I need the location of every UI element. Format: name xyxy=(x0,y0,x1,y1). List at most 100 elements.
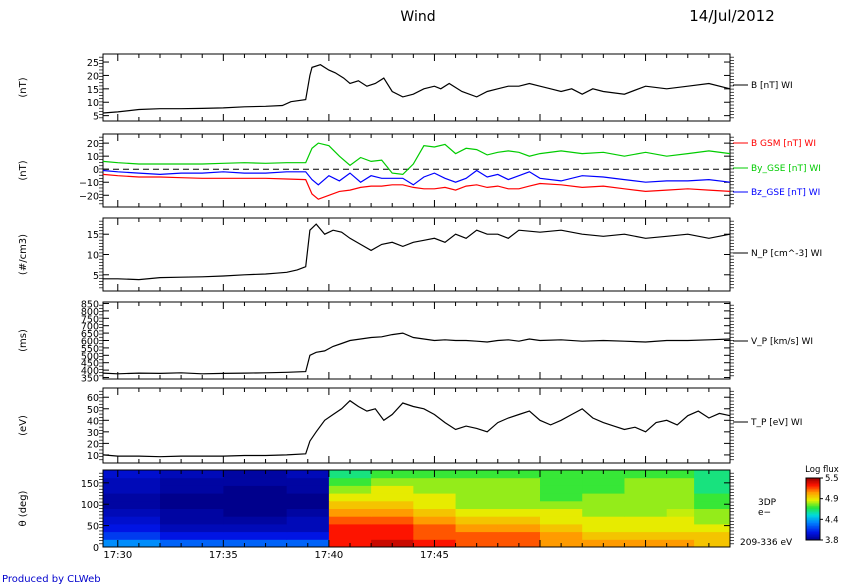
colorbar-segment xyxy=(806,518,820,521)
panel-Bgse: 20 10 0 −10 −20 (nT) B GSM [nT] WI By_GSE [nT] … xyxy=(18,133,821,208)
y-tick-label: 50 xyxy=(87,522,99,533)
heatmap-cell xyxy=(497,508,541,517)
series-line-0 xyxy=(102,399,731,458)
heatmap-cell xyxy=(455,523,499,533)
y-tick-label: 40 xyxy=(87,416,99,427)
colorbar-segment xyxy=(806,512,820,515)
heatmap-cell xyxy=(371,485,414,494)
colorbar-segment xyxy=(806,535,820,538)
heatmap-cell xyxy=(286,523,330,533)
series-line-0 xyxy=(102,332,731,375)
heatmap-cell xyxy=(413,493,457,502)
heatmap-cell xyxy=(413,508,457,517)
footer-credit: Produced by CLWeb xyxy=(2,574,101,584)
heatmap-cell xyxy=(666,470,695,479)
heatmap-cell xyxy=(455,485,499,494)
heatmap-cell xyxy=(223,531,288,540)
heatmap-cell xyxy=(371,508,414,517)
heatmap-cell xyxy=(497,477,541,486)
heatmap-cell xyxy=(328,477,372,486)
heatmap-cell xyxy=(694,485,731,494)
heatmap-cell xyxy=(497,523,541,533)
heatmap-cell xyxy=(103,500,161,509)
colorbar-segment xyxy=(806,533,820,536)
colorbar-segment xyxy=(806,526,820,529)
colorbar-segment xyxy=(806,505,820,508)
heatmap-cell xyxy=(160,516,224,525)
heatmap-cell xyxy=(694,470,731,479)
y-tick-label: 30 xyxy=(87,428,99,439)
right-label: 209-336 eV xyxy=(740,538,793,548)
heatmap-cell xyxy=(328,485,372,494)
y-axis-label: (ms) xyxy=(18,329,29,352)
colorbar-segment xyxy=(806,519,820,522)
heatmap-cell xyxy=(497,500,541,509)
heatmap-cell xyxy=(328,493,372,502)
heatmap-cell xyxy=(371,470,414,479)
y-axis-label: θ (deg) xyxy=(18,490,29,526)
colorbar-segment xyxy=(806,484,820,487)
heatmap-cell xyxy=(413,516,457,525)
heatmap-cell xyxy=(694,508,731,517)
heatmap-cell xyxy=(624,500,668,509)
heatmap-cell xyxy=(223,470,288,479)
series-line-0 xyxy=(103,223,731,281)
heatmap-cell xyxy=(223,508,288,517)
y-tick-label: 750 xyxy=(81,314,99,325)
heatmap-cell xyxy=(328,500,372,509)
y-tick-label: 20 xyxy=(87,439,99,450)
heatmap-cell xyxy=(160,531,224,540)
heatmap-cell xyxy=(286,531,330,540)
x-tick-label: 17:40 xyxy=(314,550,343,561)
heatmap-cell xyxy=(103,508,161,517)
panel-Np: 5 10 15 (#/cm3) N_P [cm^-3] WI xyxy=(18,217,822,292)
heatmap-cell xyxy=(582,493,625,502)
heatmap-cell xyxy=(455,470,499,479)
heatmap-cell xyxy=(694,500,731,509)
heatmap-cell xyxy=(286,485,330,494)
colorbar-title: Log flux xyxy=(805,465,839,475)
heatmap-cell xyxy=(666,539,695,548)
y-tick-label: 450 xyxy=(81,359,99,370)
colorbar-segment xyxy=(806,507,820,510)
heatmap-cell xyxy=(103,516,161,525)
y-tick-label: 0 xyxy=(93,165,99,176)
heatmap-cell xyxy=(540,516,583,525)
heatmap-cell xyxy=(371,531,414,540)
y-tick-label: 10 xyxy=(87,251,99,262)
heatmap-cell xyxy=(582,470,625,479)
heatmap-cell xyxy=(455,508,499,517)
x-tick-label: 17:45 xyxy=(420,550,449,561)
heatmap-cell xyxy=(582,516,625,525)
colorbar-segment xyxy=(806,502,820,505)
y-tick-label: 10 xyxy=(87,451,99,462)
heatmap-cell xyxy=(694,493,731,502)
y-tick-label: 850 xyxy=(81,299,99,310)
legend-label: B GSM [nT] WI xyxy=(751,139,816,149)
heatmap-cell xyxy=(223,539,288,548)
heatmap-cell xyxy=(223,523,288,533)
heatmap-cell xyxy=(371,493,414,502)
heatmap-cell xyxy=(286,477,330,486)
heatmap-cell xyxy=(413,523,457,533)
y-tick-label: 800 xyxy=(81,307,99,318)
y-tick-label: 20 xyxy=(87,71,99,82)
heatmap-cell xyxy=(160,523,224,533)
heatmap-cell xyxy=(582,477,625,486)
heatmap-cell xyxy=(160,493,224,502)
heatmap-cell xyxy=(666,485,695,494)
heatmap-cell xyxy=(371,516,414,525)
heatmap-cell xyxy=(223,493,288,502)
colorbar-segment xyxy=(806,481,820,484)
y-tick-label: 15 xyxy=(87,230,99,241)
heatmap-cell xyxy=(540,508,583,517)
heatmap-cell xyxy=(624,493,668,502)
colorbar-segment xyxy=(806,504,820,507)
heatmap-cell xyxy=(286,470,330,479)
colorbar-segment xyxy=(806,501,820,504)
series-line-0 xyxy=(102,173,731,200)
panel-frame xyxy=(102,387,731,464)
colorbar-segment xyxy=(806,491,820,494)
